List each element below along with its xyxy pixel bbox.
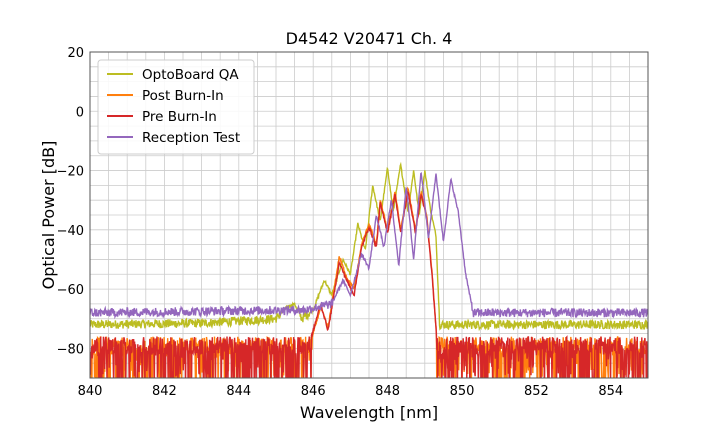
x-tick-label: 852 — [524, 384, 549, 399]
series-line-1 — [90, 161, 648, 332]
plot-frame — [89, 51, 649, 379]
legend-label: Pre Burn-In — [142, 109, 217, 125]
y-tick-label: −80 — [57, 342, 84, 357]
series-layer — [90, 161, 648, 378]
x-tick-label: 840 — [78, 384, 103, 399]
legend-label: Reception Test — [142, 130, 240, 146]
series-line-4 — [90, 172, 648, 320]
x-tick-label: 844 — [226, 384, 251, 399]
legend: OptoBoard QA Post Burn-In Pre Burn-In Recep… — [97, 59, 255, 155]
y-axis-label: Optical Power [dB] — [39, 141, 58, 290]
legend-label: OptoBoard QA — [142, 67, 239, 83]
x-tick-label: 848 — [375, 384, 400, 399]
legend-label: Post Burn-In — [142, 88, 224, 104]
y-tick-label: −40 — [57, 224, 84, 239]
series-line-3 — [90, 190, 648, 378]
x-tick-label: 854 — [598, 384, 623, 399]
y-tick-label: −20 — [57, 165, 84, 180]
x-tick-label: 850 — [450, 384, 475, 399]
tick-layer: 840 842 844 846 848 850 852 854 20 0 −20 −40 −60 −80 — [57, 46, 624, 399]
y-tick-label: 20 — [67, 46, 84, 61]
legend-box — [97, 59, 255, 155]
x-axis-label: Wavelength [nm] — [300, 403, 438, 422]
x-tick-label: 846 — [301, 384, 326, 399]
y-tick-label: 0 — [76, 105, 84, 120]
y-tick-label: −60 — [57, 283, 84, 298]
x-tick-label: 842 — [152, 384, 177, 399]
chart-title: D4542 V20471 Ch. 4 — [286, 29, 453, 48]
